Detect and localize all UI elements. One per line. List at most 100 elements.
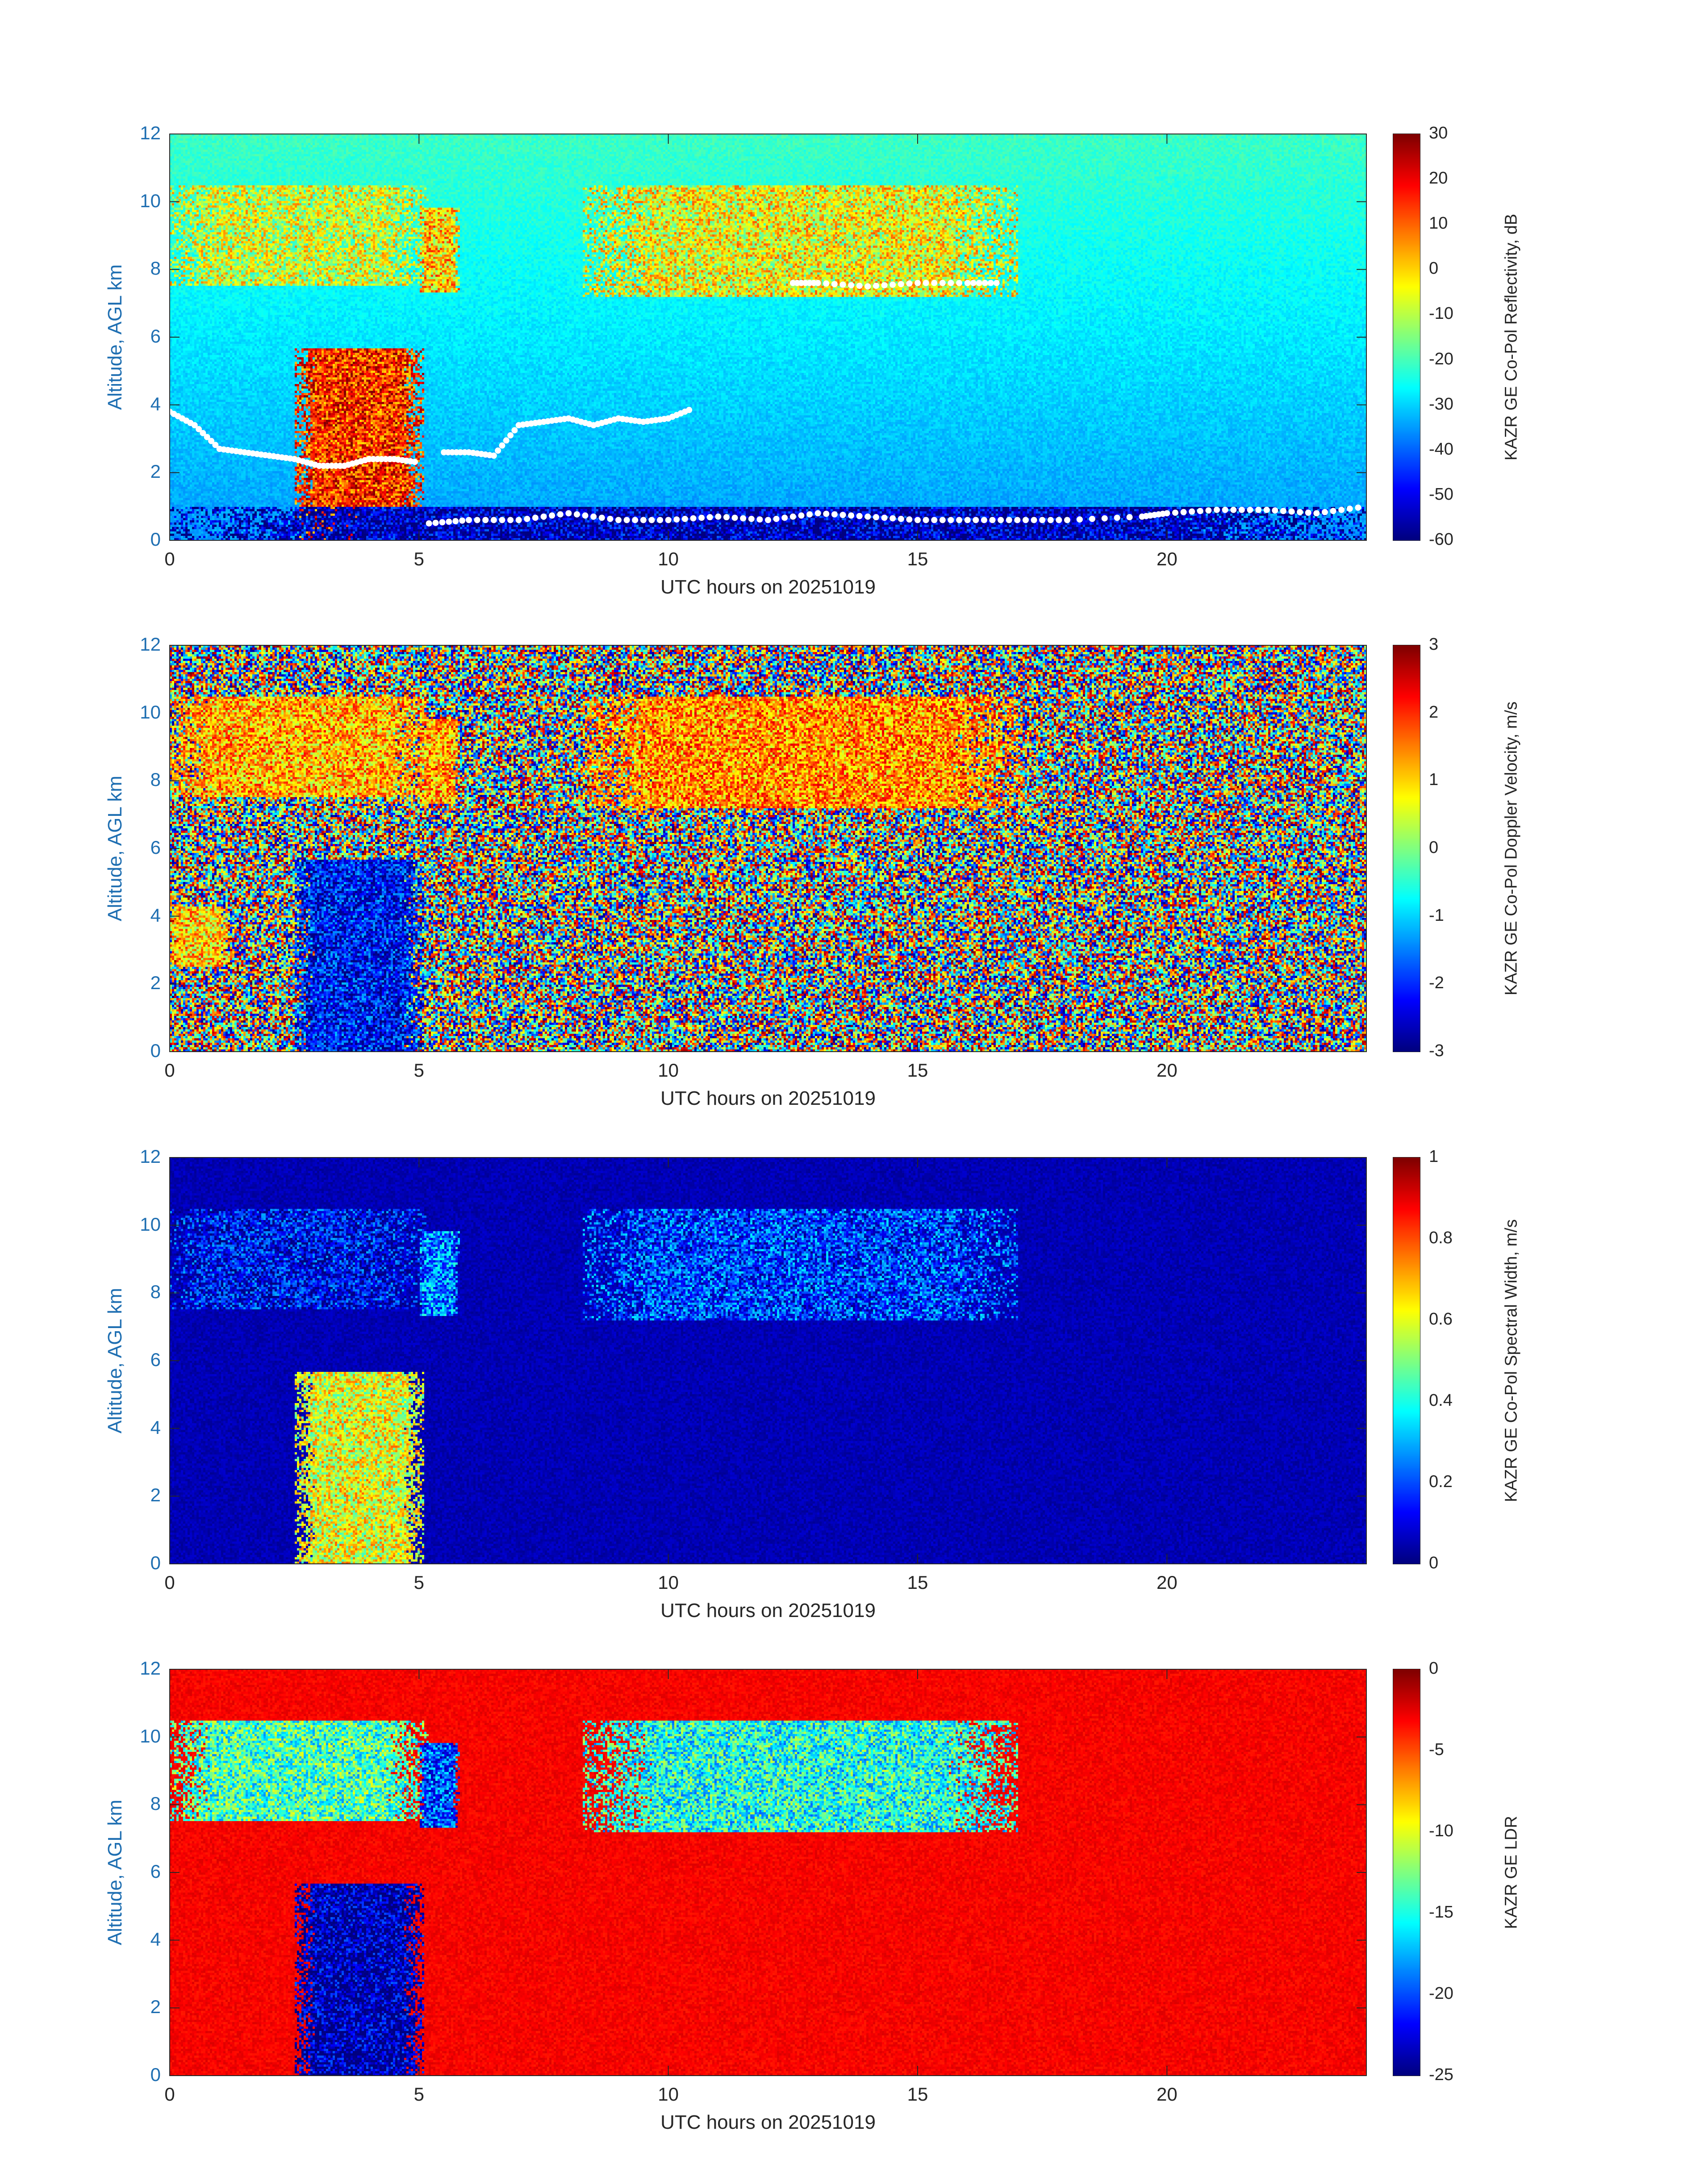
colorbar-tick-label: -10 (1429, 1822, 1453, 1840)
heatmap-image (170, 645, 1366, 1052)
colorbar-tick-label: -30 (1429, 394, 1453, 414)
overlay-point (1006, 517, 1012, 523)
colorbar-tick-label: -25 (1429, 2065, 1453, 2084)
y-tick-label: 4 (150, 1417, 161, 1438)
overlay-point (632, 517, 639, 523)
y-tick-label: 6 (150, 326, 161, 347)
overlay-series-2 (441, 407, 693, 459)
overlay-series-1 (167, 408, 418, 469)
overlay-point (839, 281, 846, 288)
overlay-point (973, 517, 979, 523)
overlay-point (1056, 517, 1062, 523)
overlay-point (1022, 517, 1029, 523)
y-tick-label: 2 (150, 1484, 161, 1506)
overlay-point (1238, 506, 1245, 513)
overlay-point (789, 513, 796, 520)
overlay-point (1272, 507, 1278, 514)
overlay-point (490, 517, 497, 523)
overlay-point (208, 438, 215, 444)
overlay-point (200, 430, 206, 436)
overlay-point (964, 517, 971, 523)
overlay-point (1101, 515, 1108, 522)
y-tick-label: 0 (150, 1040, 161, 1061)
colorbar-tick-label: 0 (1429, 259, 1439, 278)
x-axis-label: UTC hours on 20251019 (660, 1087, 876, 1109)
colorbar-tick-label: -2 (1429, 974, 1444, 993)
overlay-point (948, 517, 954, 523)
colorbar-label: KAZR GE LDR (1502, 1816, 1521, 1929)
overlay-point (1189, 508, 1195, 515)
overlay-point (856, 513, 863, 519)
overlay-point (1064, 517, 1070, 523)
overlay-point (490, 452, 497, 459)
overlay-point (856, 282, 863, 289)
colorbar-tick-label: -40 (1429, 439, 1453, 459)
y-tick-label: 6 (150, 1861, 161, 1882)
overlay-point (623, 517, 630, 523)
y-tick-label: 6 (150, 1349, 161, 1370)
overlay-point (1247, 506, 1253, 513)
overlay-point (690, 515, 697, 522)
heatmap-image (170, 134, 1366, 540)
y-tick-label: 8 (150, 258, 161, 279)
overlay-point (1214, 506, 1220, 513)
colorbar-tick-label: -1 (1429, 906, 1444, 925)
overlay-point (981, 517, 987, 523)
x-tick-label: 5 (413, 1060, 424, 1081)
overlay-point (665, 517, 672, 523)
overlay-point (864, 283, 871, 290)
y-tick-label: 12 (140, 1658, 161, 1679)
overlay-point (503, 437, 509, 444)
overlay-point (582, 512, 589, 519)
overlay-point (1321, 509, 1328, 515)
overlay-point (906, 516, 913, 523)
overlay-point (956, 280, 963, 286)
overlay-point (923, 517, 929, 523)
x-tick-label: 10 (658, 548, 679, 569)
colorbar-tick-label: 3 (1429, 635, 1439, 654)
overlay-point (507, 517, 514, 523)
overlay-point (839, 512, 846, 518)
overlay-point (848, 282, 855, 288)
overlay-point (823, 280, 830, 287)
x-tick-label: 10 (658, 1572, 679, 1593)
x-tick-label: 20 (1156, 1572, 1178, 1593)
overlay-point (499, 517, 505, 523)
y-tick-label: 10 (140, 1213, 161, 1235)
heatmap-image (170, 1669, 1366, 2076)
overlay-point (981, 280, 988, 286)
x-tick-label: 5 (413, 548, 424, 569)
overlay-series-4 (789, 280, 1000, 290)
overlay-point (1280, 508, 1286, 514)
colorbar-tick-label: -10 (1429, 304, 1453, 323)
overlay-point (432, 519, 439, 526)
y-tick-label: 0 (150, 529, 161, 550)
overlay-point (212, 442, 219, 448)
overlay-point (686, 407, 693, 414)
overlay-point (873, 514, 879, 521)
overlay-point (204, 434, 210, 440)
overlay-point (831, 511, 838, 518)
overlay-point (511, 427, 518, 434)
x-tick-label: 20 (1156, 2084, 1178, 2105)
overlay-point (889, 515, 896, 522)
overlay-point (459, 517, 466, 524)
overlay-point (1172, 510, 1178, 516)
y-tick-label: 10 (140, 701, 161, 723)
overlay-point (1355, 504, 1361, 511)
overlay-point (989, 517, 996, 523)
overlay-point (1076, 516, 1083, 523)
overlay-point (1014, 517, 1021, 523)
overlay-point (1297, 509, 1303, 515)
x-tick-label: 5 (413, 1572, 424, 1593)
overlay-point (740, 515, 747, 522)
x-axis-label: UTC hours on 20251019 (660, 576, 876, 598)
overlay-point (499, 442, 505, 449)
overlay-point (939, 280, 946, 286)
overlay-point (1288, 508, 1295, 515)
overlay-point (196, 426, 202, 433)
overlay-point (970, 280, 977, 286)
overlay-point (823, 510, 830, 517)
x-tick-label: 20 (1156, 1060, 1178, 1081)
